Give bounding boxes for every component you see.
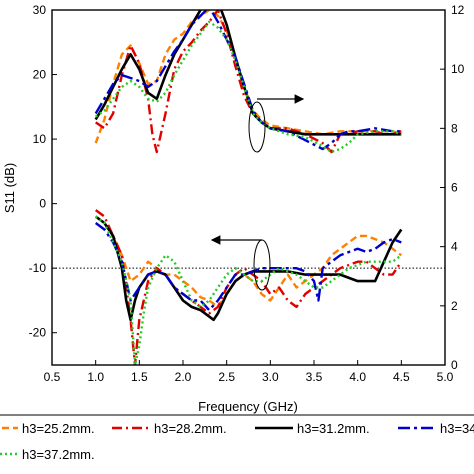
y-left-tick-label: -20 [29,326,47,340]
y-right-tick-label: 10 [451,62,465,76]
legend-label-h37: h3=37.2mm. [22,447,95,462]
x-tick-label: 2.5 [218,370,235,384]
x-tick-label: 5.0 [437,370,454,384]
y-right-tick-label: 0 [451,358,458,372]
right-series-line-h37 [95,20,402,154]
s11-series-line-h28 [94,209,403,365]
y-axis-title: S11 (dB) [2,163,17,213]
left-axis-ellipse [253,239,271,291]
x-tick-label: 4.0 [349,370,366,384]
x-tick-label: 1.0 [87,370,104,384]
x-tick-label: 4.5 [393,370,410,384]
y-left-tick-label: 0 [39,197,46,211]
y-left-tick-label: 10 [33,132,47,146]
y-left-tick-label: 30 [33,3,47,17]
right-axis-ellipse [248,101,266,153]
legend: h3=25.2mm. h3=28.2mm. h3=31.2mm. h3=34 h3=37… [0,414,474,474]
x-tick-label: 1.5 [131,370,148,384]
legend-label-h31: h3=31.2mm. [297,421,370,436]
x-tick-label: 2.0 [175,370,192,384]
s11-series-line-h37 [94,215,403,365]
legend-label-h34: h3=34 [440,421,474,436]
y-left-tick-label: 20 [33,68,47,82]
right-series-line-h31 [94,10,402,136]
legend-label-h28: h3=28.2mm. [154,421,227,436]
legend-label-h25: h3=25.2mm. [22,421,95,436]
x-tick-label: 3.0 [262,370,279,384]
y-left-tick-label: -10 [29,261,47,275]
y-right-tick-label: 2 [451,299,458,313]
y-right-tick-label: 4 [451,240,458,254]
y-right-tick-label: 6 [451,181,458,195]
s11-series-line-h34 [94,222,402,312]
y-right-tick-label: 12 [451,3,465,17]
plot-frame [51,9,446,366]
y-right-tick-label: 8 [451,121,458,135]
x-tick-label: 0.5 [44,370,61,384]
right-series-line-h28 [95,10,402,154]
x-tick-label: 3.5 [306,370,323,384]
x-axis-title: Frequency (GHz) [198,399,298,414]
